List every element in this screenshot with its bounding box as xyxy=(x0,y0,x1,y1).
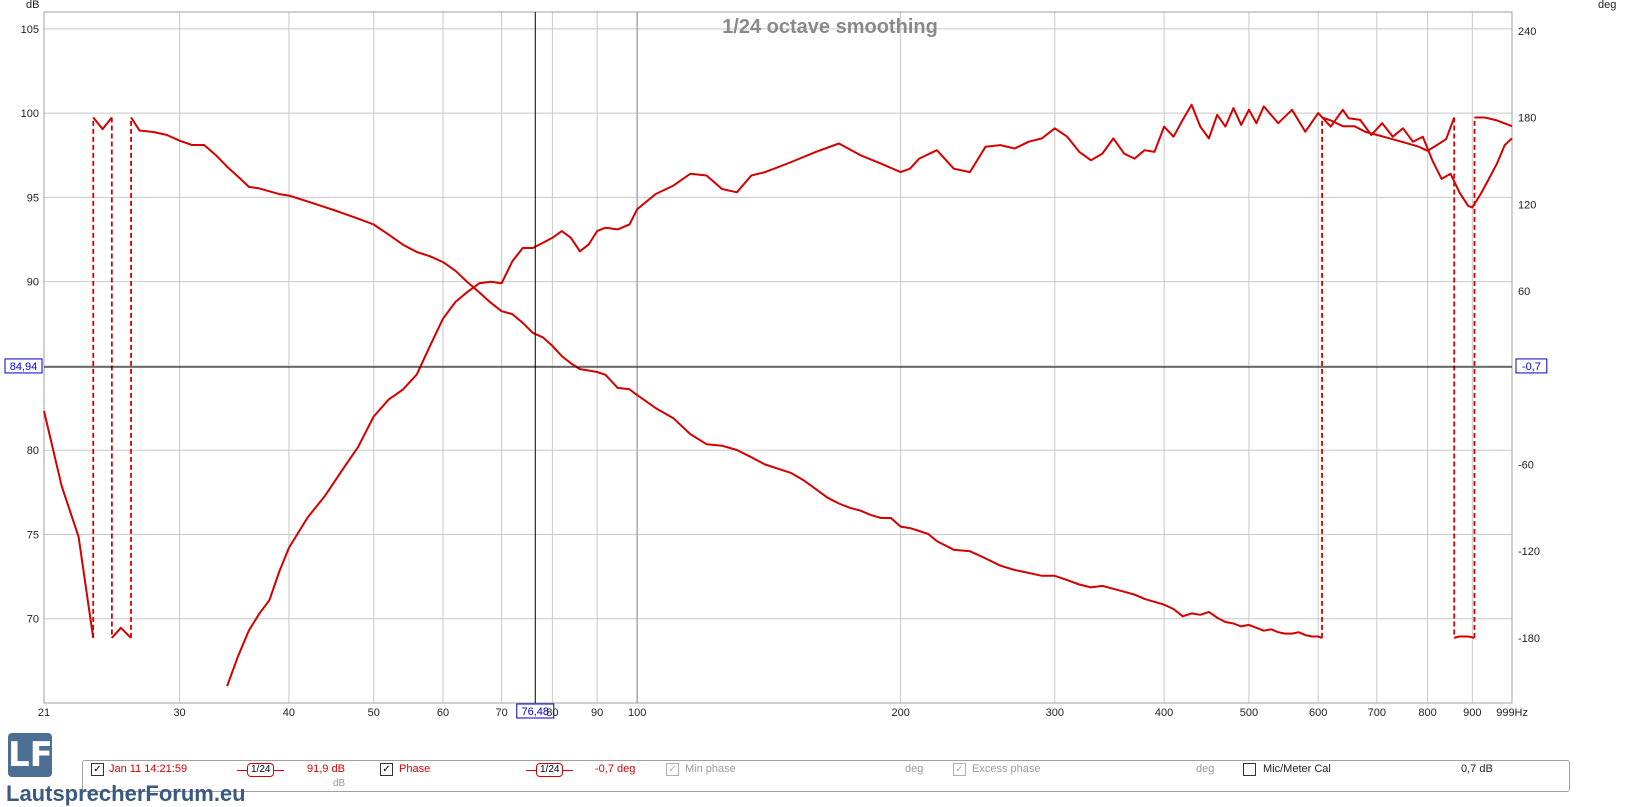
mic-cal-checkbox[interactable] xyxy=(1243,763,1256,776)
left-axis-unit: dB xyxy=(26,0,39,11)
cursor-y-left-label: 84,94 xyxy=(4,358,43,374)
trace-name: Jan 11 14:21:59 xyxy=(109,763,188,775)
x-tick-label: 90 xyxy=(591,707,603,719)
cursor-y-right-label-box xyxy=(1515,358,1548,374)
y-right-tick-label: 120 xyxy=(1518,199,1536,211)
y-left-tick-label: 95 xyxy=(27,192,39,204)
spl-trace xyxy=(226,103,1513,687)
phase-checkbox[interactable]: ✓ xyxy=(380,763,393,776)
excess-phase-checkbox[interactable]: ✓ xyxy=(953,763,966,776)
plot-frame xyxy=(43,11,1513,704)
y-right-tick-label: 180 xyxy=(1518,113,1536,125)
y-right-tick-label: 240 xyxy=(1518,26,1536,38)
phase-value: -0,7 deg xyxy=(595,763,636,775)
mic-cal-value: 0,7 dB xyxy=(1461,763,1493,775)
y-right-tick-label: -120 xyxy=(1518,546,1540,558)
x-tick-label: 300 xyxy=(1046,707,1064,719)
x-tick-label: 500 xyxy=(1240,707,1258,719)
x-tick-label: 700 xyxy=(1368,707,1386,719)
phase-trace-wrap xyxy=(92,117,1476,638)
logo-text: LautsprecherForum.eu xyxy=(6,781,246,806)
x-tick-label: 50 xyxy=(368,707,380,719)
x-tick-label: 100 xyxy=(628,707,646,719)
min-phase-unit: deg xyxy=(905,763,924,775)
y-right-tick-label: 60 xyxy=(1518,286,1530,298)
mic-cal-name: Mic/Meter Cal xyxy=(1263,763,1331,775)
logo-mark: LF xyxy=(8,733,53,777)
cursor-x-label: 76,48 xyxy=(516,703,555,719)
phase-name: Phase xyxy=(399,763,431,775)
y-left-tick-label: 75 xyxy=(27,529,39,541)
cursor-y-right-label-text: -0,7 xyxy=(1522,361,1541,373)
trace-smoothing[interactable]: 1/24 xyxy=(236,763,286,777)
y-left-tick-label: 80 xyxy=(27,445,39,457)
cursor-y-right-label: -0,7 xyxy=(1515,358,1548,374)
phase-smoothing[interactable]: 1/24 xyxy=(525,763,575,777)
x-tick-label: 600 xyxy=(1309,707,1327,719)
x-tick-label: 80 xyxy=(546,707,558,719)
cursor-x-label-box xyxy=(516,703,555,719)
x-tick-label: 40 xyxy=(283,707,295,719)
chart-title: 1/24 octave smoothing xyxy=(722,16,938,38)
cursor-x-label-text: 76,48 xyxy=(522,706,550,718)
trace-checkbox[interactable]: ✓ xyxy=(91,763,104,776)
x-tick-label: 60 xyxy=(437,707,449,719)
y-right-tick-label: -60 xyxy=(1518,459,1534,471)
x-tick-label: 800 xyxy=(1418,707,1436,719)
x-tick-label: 900 xyxy=(1463,707,1481,719)
row2-unit: dB xyxy=(333,778,346,789)
x-tick-label: 21 xyxy=(38,707,50,719)
min-phase-name: Min phase xyxy=(685,763,736,775)
x-tick-label: 70 xyxy=(495,707,507,719)
x-tick-label: 400 xyxy=(1155,707,1173,719)
x-tick-label: 999Hz xyxy=(1496,707,1528,719)
y-left-tick-label: 105 xyxy=(21,24,39,36)
y-left-tick-label: 90 xyxy=(27,277,39,289)
phase-trace xyxy=(43,116,1513,639)
cursor-y-left-label-text: 84,94 xyxy=(10,361,38,373)
excess-phase-unit: deg xyxy=(1196,763,1215,775)
cursor-y-left-label-box xyxy=(4,358,43,374)
x-tick-label: 30 xyxy=(173,707,185,719)
y-right-tick-label: -180 xyxy=(1518,633,1540,645)
x-tick-label: 200 xyxy=(891,707,909,719)
frequency-response-chart[interactable]: 84,94 -0,7 76,48 70 75 80 90 95 100 105 -180 -120 -… xyxy=(0,0,1633,760)
excess-phase-name: Excess phase xyxy=(972,763,1041,775)
min-phase-checkbox[interactable]: ✓ xyxy=(666,763,679,776)
legend-panel: ✓ Jan 11 14:21:59 1/24 91,9 dB ✓ Phase 1… xyxy=(82,760,1570,792)
y-left-tick-label: 100 xyxy=(21,108,39,120)
trace-value: 91,9 dB xyxy=(307,763,345,775)
y-left-tick-label: 70 xyxy=(27,614,39,626)
right-axis-unit: deg xyxy=(1598,0,1616,11)
